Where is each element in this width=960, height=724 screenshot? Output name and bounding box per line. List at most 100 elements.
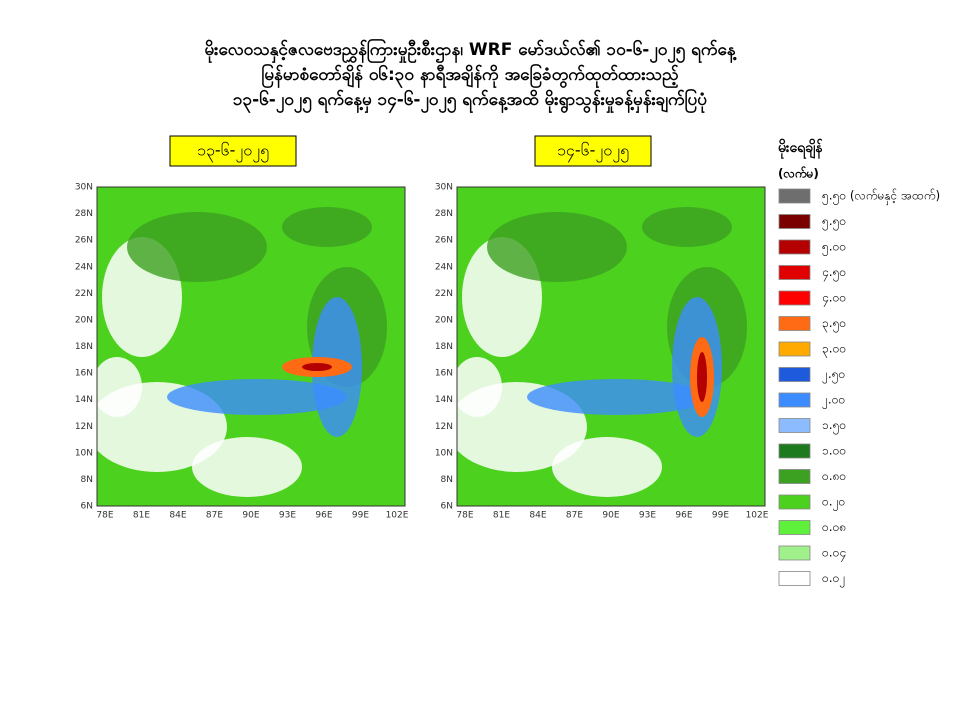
- legend-label: ၁.၀၀: [822, 444, 846, 458]
- legend-label: ၀.၀၈: [822, 520, 846, 534]
- lat-label: 6N: [441, 502, 453, 512]
- dry-area: [552, 437, 662, 497]
- lon-label: 96E: [315, 511, 332, 521]
- lat-label: 6N: [81, 502, 93, 512]
- legend-swatch: [778, 418, 811, 433]
- lon-label: 84E: [169, 511, 186, 521]
- legend-swatch: [778, 494, 811, 510]
- extreme-area: [302, 363, 332, 371]
- legend-label: ၅.၀၀: [822, 240, 846, 257]
- panel-label-box: [169, 135, 297, 167]
- lat-label: 22N: [75, 289, 93, 299]
- title-line: မိုးလေဝသနှင့်ဇလဗေဒညွှန်ကြားမှုဦးစီးဌာန၊ …: [204, 37, 736, 64]
- dry-area: [192, 437, 302, 497]
- lat-label: 18N: [75, 342, 93, 352]
- lat-label: 10N: [435, 448, 453, 458]
- lat-label: 24N: [75, 262, 93, 272]
- legend-swatch: [778, 188, 811, 204]
- heavy-area: [527, 379, 707, 415]
- lon-label: 99E: [352, 511, 369, 521]
- lon-label: 84E: [529, 511, 546, 521]
- lon-label: 87E: [206, 511, 223, 521]
- lat-label: 26N: [75, 236, 93, 246]
- lat-label: 8N: [81, 475, 93, 485]
- extreme-area: [697, 352, 707, 402]
- lon-label: 93E: [639, 511, 656, 521]
- rainfall-map: [447, 187, 765, 506]
- moderate-area: [487, 212, 627, 282]
- title-line: ၁၃-၆-၂၀၂၅ ရက်နေ့မှ ၁၄-၆-၂၀၂၅ ရက်နေ့အထိ မ…: [233, 87, 707, 114]
- panel-label: ၁၃-၆-၂၀၂၅: [197, 141, 269, 163]
- lat-label: 12N: [435, 422, 453, 432]
- lat-label: 24N: [435, 262, 453, 272]
- legend-label: ၂.၀၀: [822, 393, 845, 410]
- legend-label: ၅.၅၀: [822, 214, 846, 231]
- lat-label: 26N: [435, 236, 453, 246]
- lon-label: 78E: [456, 511, 473, 521]
- lat-label: 18N: [435, 342, 453, 352]
- legend-label: ၃.၀၀: [822, 342, 846, 359]
- title-line: မြန်မာစံတော်ချိန် ၀၆:၃၀ နာရီအချိန်ကို အခ…: [261, 62, 679, 89]
- legend-swatch: [778, 214, 811, 229]
- lat-label: 14N: [75, 395, 93, 405]
- lon-label: 87E: [566, 511, 583, 521]
- legend-swatch: [778, 520, 811, 535]
- legend-swatch: [778, 545, 811, 561]
- lon-label: 90E: [242, 511, 259, 521]
- legend-label: ၂.၅၀: [822, 367, 845, 384]
- lat-label: 20N: [435, 315, 453, 325]
- moderate-area: [642, 207, 732, 247]
- panel-label: ၁၄-၆-၂၀၂၅: [557, 141, 629, 163]
- lon-label: 96E: [675, 511, 692, 521]
- dry-area: [92, 357, 142, 417]
- lat-label: 16N: [75, 369, 93, 379]
- lat-label: 28N: [435, 209, 453, 219]
- lon-label: 102E: [746, 511, 769, 521]
- map-frame: [96, 186, 406, 507]
- lat-label: 12N: [75, 422, 93, 432]
- legend-label: ၀.၀၄: [822, 546, 846, 563]
- legend-swatch: [778, 341, 811, 357]
- legend-swatch: [778, 316, 811, 331]
- lat-label: 30N: [75, 183, 93, 193]
- lat-label: 16N: [435, 369, 453, 379]
- legend-label: ၁.၅၀: [822, 418, 846, 435]
- legend-label: ၄.၀၀: [822, 291, 846, 308]
- legend-title: မိုးရေချိန်: [778, 139, 823, 159]
- moderate-area: [282, 207, 372, 247]
- lon-label: 81E: [133, 511, 150, 521]
- heavy-area: [167, 379, 347, 415]
- legend-swatch: [778, 367, 811, 382]
- legend-swatch: [778, 469, 811, 484]
- legend-swatch: [778, 290, 811, 306]
- lon-label: 93E: [279, 511, 296, 521]
- dry-area: [452, 357, 502, 417]
- lat-label: 14N: [435, 395, 453, 405]
- map-frame: [456, 186, 766, 507]
- legend-unit: (လက်မ): [778, 165, 819, 181]
- legend-label: ၅.၅၀ (လက်မနှင့် အထက်): [822, 188, 940, 206]
- lon-label: 90E: [602, 511, 619, 521]
- legend-swatch: [778, 443, 811, 459]
- legend-label: ၀.၂၀: [822, 495, 845, 512]
- lon-label: 78E: [96, 511, 113, 521]
- panel-label-box: [534, 135, 652, 167]
- lon-label: 81E: [493, 511, 510, 521]
- lat-label: 8N: [441, 475, 453, 485]
- lon-label: 99E: [712, 511, 729, 521]
- legend-label: ၃.၅၀: [822, 316, 846, 333]
- lat-label: 28N: [75, 209, 93, 219]
- rainfall-map: [87, 187, 405, 506]
- lat-label: 20N: [75, 315, 93, 325]
- lat-label: 10N: [75, 448, 93, 458]
- legend-label: ၀.၈၀: [822, 469, 846, 483]
- legend-swatch: [778, 392, 811, 408]
- lat-label: 22N: [435, 289, 453, 299]
- legend-label: ၄.၅၀: [822, 265, 846, 282]
- lat-label: 30N: [435, 183, 453, 193]
- legend-swatch: [778, 571, 811, 586]
- legend-swatch: [778, 265, 811, 280]
- legend-label: ၀.၀၂: [822, 571, 845, 588]
- moderate-area: [127, 212, 267, 282]
